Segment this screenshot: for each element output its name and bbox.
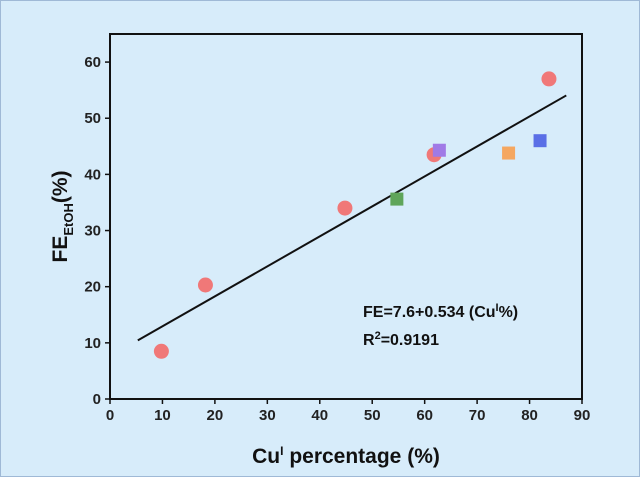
fit-equation: FE=7.6+0.534 (CuI%) [363, 302, 518, 321]
y-tick-label: 30 [84, 223, 101, 240]
x-tick-label: 70 [469, 407, 486, 424]
x-tick-label: 20 [207, 407, 224, 424]
r-squared-label: R2=0.9191 [363, 330, 439, 349]
y-axis-label: FEEtOH(%) [49, 170, 76, 262]
square-point [390, 192, 404, 206]
circle-point [153, 343, 169, 359]
y-tick-label: 20 [84, 279, 101, 296]
x-tick-label: 50 [364, 407, 381, 424]
circle-point [541, 71, 557, 87]
y-tick-label: 0 [93, 391, 101, 408]
fit-line [137, 94, 567, 342]
x-tick-label: 30 [259, 407, 276, 424]
y-tick-label: 60 [84, 54, 101, 71]
x-axis-label: CuI percentage (%) [252, 444, 440, 468]
x-tick-label: 60 [416, 407, 433, 424]
y-tick-label: 50 [84, 110, 101, 127]
circle-point [197, 277, 213, 293]
circle-point [337, 200, 353, 216]
y-tick-label: 10 [84, 335, 101, 352]
data-points [153, 71, 557, 359]
x-tick-label: 40 [311, 407, 328, 424]
fit-line-group [137, 94, 567, 342]
x-tick-label: 90 [574, 407, 591, 424]
square-point [533, 134, 547, 148]
plot-area [109, 33, 583, 400]
x-tick-label: 10 [154, 407, 171, 424]
axis-ticks: 0 10 20 30 40 50 60 70 80 90 0 10 20 30 40 50 60 [84, 54, 590, 424]
square-point [432, 143, 446, 157]
x-tick-label: 0 [106, 407, 114, 424]
y-tick-label: 40 [84, 166, 101, 183]
x-tick-label: 80 [521, 407, 538, 424]
square-point [502, 146, 516, 160]
